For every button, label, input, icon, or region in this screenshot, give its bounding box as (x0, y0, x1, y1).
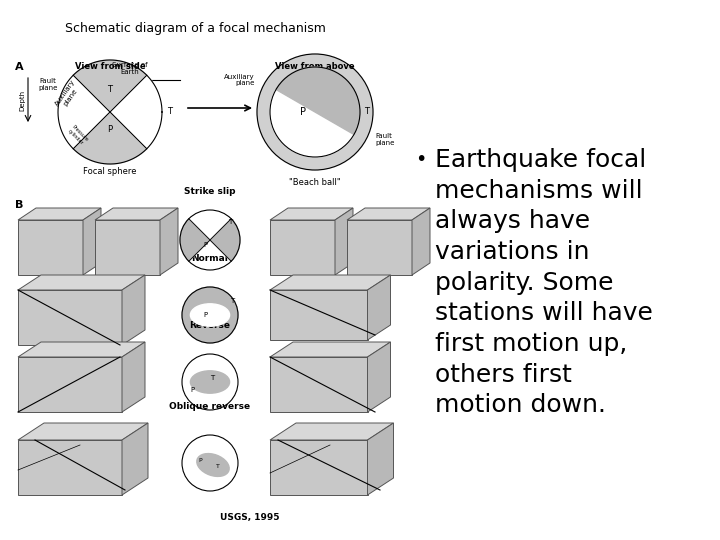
Polygon shape (367, 275, 390, 340)
Text: T: T (107, 85, 112, 94)
Polygon shape (347, 220, 412, 275)
Text: USGS, 1995: USGS, 1995 (220, 513, 280, 522)
Polygon shape (160, 208, 178, 275)
Polygon shape (18, 357, 122, 412)
Polygon shape (367, 342, 390, 412)
Text: T: T (228, 219, 232, 225)
Text: T: T (364, 107, 369, 117)
Ellipse shape (190, 371, 230, 393)
Polygon shape (110, 75, 162, 148)
Text: Auxiliary
plane: Auxiliary plane (54, 79, 82, 111)
Polygon shape (18, 423, 148, 440)
Polygon shape (412, 208, 430, 275)
Text: B: B (15, 200, 23, 210)
Polygon shape (270, 90, 360, 157)
Text: P: P (203, 312, 207, 318)
Text: View from above: View from above (275, 62, 355, 71)
Text: T: T (216, 464, 220, 469)
Polygon shape (335, 208, 353, 275)
Text: Oblique reverse: Oblique reverse (169, 402, 251, 411)
Text: Schematic diagram of a focal mechanism: Schematic diagram of a focal mechanism (65, 22, 325, 35)
Circle shape (257, 54, 373, 170)
Polygon shape (83, 208, 101, 275)
Circle shape (182, 354, 238, 410)
Text: P: P (300, 107, 306, 117)
Polygon shape (276, 67, 360, 134)
Text: Depth: Depth (19, 90, 25, 111)
Text: P: P (107, 125, 112, 134)
Text: T: T (210, 375, 214, 381)
Circle shape (182, 287, 238, 343)
Polygon shape (18, 220, 83, 275)
Polygon shape (18, 440, 122, 495)
Text: Surface of
Earth: Surface of Earth (112, 62, 148, 75)
Text: Reverse: Reverse (189, 321, 230, 330)
Ellipse shape (197, 454, 229, 476)
Polygon shape (18, 342, 145, 357)
Polygon shape (180, 219, 210, 261)
Circle shape (180, 210, 240, 270)
Polygon shape (270, 342, 390, 357)
Polygon shape (367, 423, 394, 495)
Circle shape (182, 435, 238, 491)
Text: Normal: Normal (192, 254, 228, 263)
Polygon shape (270, 423, 394, 440)
Polygon shape (18, 208, 101, 220)
Polygon shape (122, 342, 145, 412)
Text: Fault
plane: Fault plane (38, 78, 58, 91)
Polygon shape (122, 423, 148, 495)
Text: Fault
plane: Fault plane (375, 133, 395, 146)
Text: Pressure
cylinder: Pressure cylinder (67, 124, 89, 146)
Polygon shape (347, 208, 430, 220)
Polygon shape (270, 357, 367, 412)
Polygon shape (270, 290, 367, 340)
Text: "Beach ball": "Beach ball" (289, 178, 341, 187)
Polygon shape (73, 112, 147, 164)
Ellipse shape (190, 304, 230, 326)
Polygon shape (122, 275, 145, 345)
Polygon shape (95, 208, 178, 220)
Text: T: T (230, 298, 234, 304)
Text: Strike slip: Strike slip (184, 187, 235, 196)
Polygon shape (270, 275, 390, 290)
Text: P: P (190, 387, 194, 393)
Text: T: T (167, 107, 172, 117)
Text: Earthquake focal
mechanisms will
always have
variations in
polarity. Some
statio: Earthquake focal mechanisms will always … (435, 148, 653, 417)
Polygon shape (58, 75, 110, 148)
Polygon shape (18, 275, 145, 290)
Polygon shape (270, 220, 335, 275)
Text: •: • (415, 150, 426, 169)
Text: P: P (198, 458, 202, 463)
Text: P: P (203, 242, 207, 248)
Polygon shape (270, 440, 367, 495)
Polygon shape (210, 219, 240, 261)
Polygon shape (270, 208, 353, 220)
Text: View from side: View from side (75, 62, 145, 71)
Polygon shape (18, 290, 122, 345)
Text: Focal sphere: Focal sphere (84, 167, 137, 177)
Text: A: A (15, 62, 24, 72)
Text: Auxiliary
plane: Auxiliary plane (225, 73, 255, 86)
Polygon shape (95, 220, 160, 275)
Polygon shape (73, 60, 147, 112)
